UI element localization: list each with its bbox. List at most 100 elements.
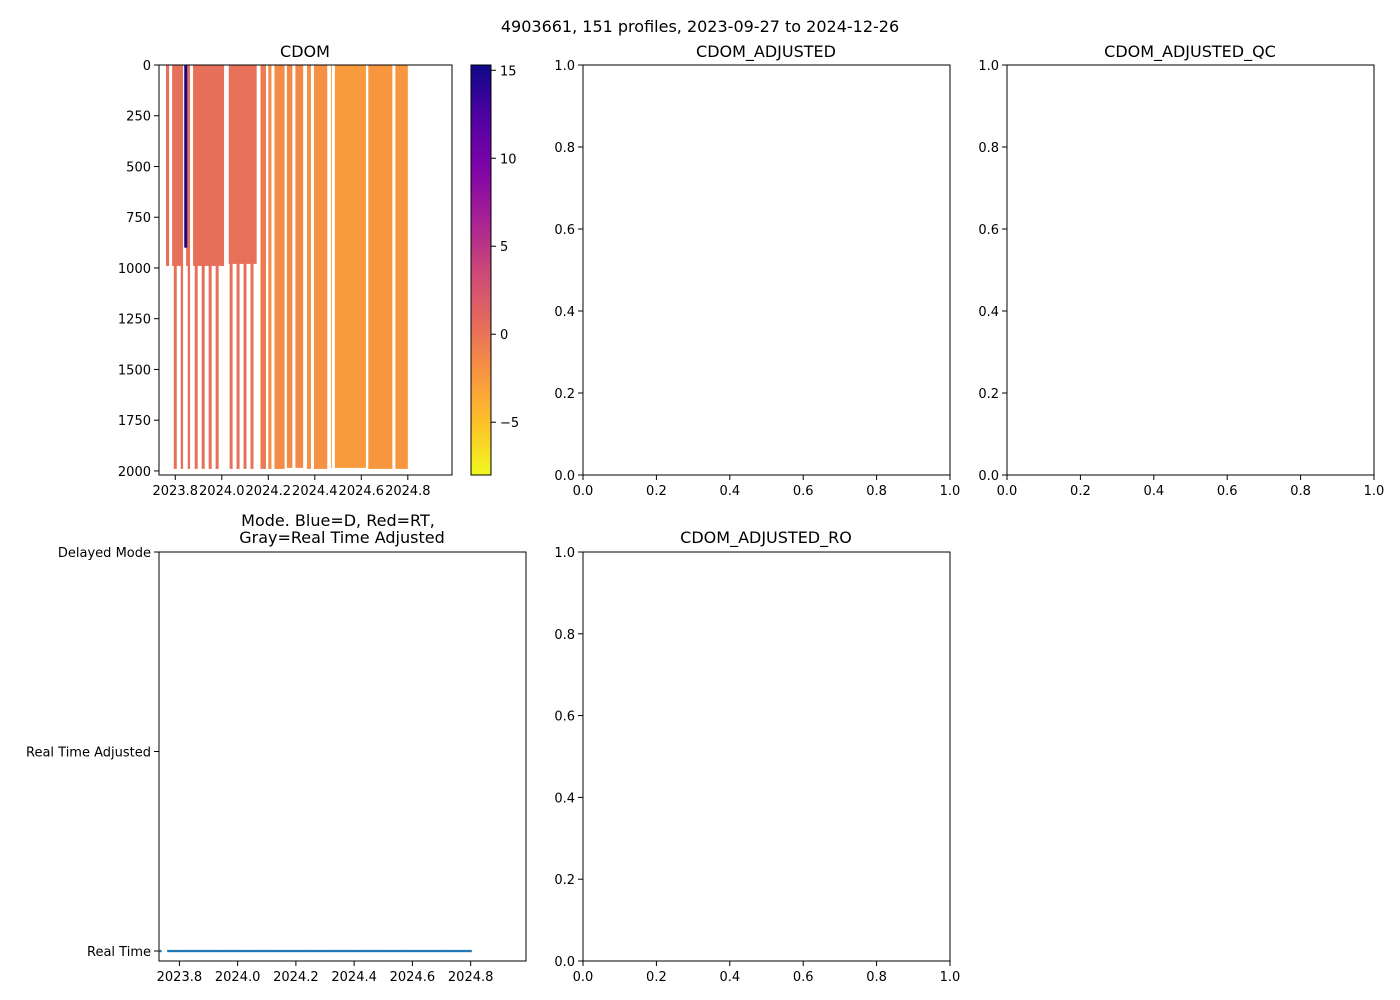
- mode-point: [217, 949, 221, 953]
- mode-point: [404, 949, 408, 953]
- cdom-adjusted-qc-axes-frame: [1006, 64, 1375, 476]
- cdom-profile-gap: [169, 65, 173, 475]
- mode-axes: 2023.8 2024.0 2024.2 2024.4 2024.6 2024.8 Real…: [26, 546, 493, 985]
- mode-point: [457, 949, 460, 953]
- mode-point: [211, 949, 215, 953]
- mode-point: [159, 949, 162, 953]
- mode-point: [223, 949, 227, 953]
- mode-point: [177, 949, 180, 953]
- cdom-adjusted-qc-ytick-label: 0.4: [978, 305, 999, 320]
- mode-point: [325, 949, 328, 953]
- cdom-xtick-label: 2023.8: [153, 484, 199, 499]
- mode-point: [331, 949, 334, 953]
- mode-point: [307, 949, 310, 953]
- mode-point: [290, 949, 294, 953]
- mode-point: [386, 949, 389, 953]
- cdom-adjusted-ro-ytick-label: 0.8: [554, 628, 575, 643]
- mode-ytick-label: Real Time: [87, 945, 151, 960]
- cdom-ytick-label: 250: [126, 110, 151, 125]
- cdom-adjusted-xtick-label: 0.6: [793, 484, 814, 499]
- mode-point: [229, 949, 233, 953]
- mode-point: [201, 949, 205, 953]
- cdom-profile-gap: [257, 65, 261, 475]
- mode-point: [376, 949, 379, 953]
- cdom-xtick-label: 2024.6: [339, 484, 385, 499]
- mode-point: [394, 949, 397, 953]
- figure-suptitle: 4903661, 151 profiles, 2023-09-27 to 202…: [501, 17, 899, 36]
- mode-point: [193, 949, 196, 953]
- mode-point: [353, 949, 357, 953]
- mode-point: [447, 949, 450, 953]
- mode-point: [309, 949, 312, 953]
- mode-point: [371, 949, 375, 953]
- cdom-deep-profile: [243, 65, 247, 469]
- mode-ytick-label: Real Time Adjusted: [26, 746, 151, 761]
- mode-point: [311, 949, 314, 953]
- mode-point: [288, 949, 292, 953]
- mode-point: [294, 949, 298, 953]
- mode-point: [173, 949, 176, 953]
- mode-point: [390, 949, 393, 953]
- cdom-colorbar-tick-label: 5: [500, 240, 508, 255]
- mode-point: [304, 949, 308, 953]
- mode-point: [378, 949, 381, 953]
- cdom-profile-gap: [183, 65, 187, 475]
- mode-point: [268, 949, 272, 953]
- mode-point: [442, 949, 446, 953]
- cdom-profile-gap: [224, 65, 228, 475]
- cdom-adjusted-xtick-label: 0.0: [573, 484, 594, 499]
- mode-point: [432, 949, 436, 953]
- cdom-adjusted-ro-xtick-label: 1.0: [940, 970, 961, 985]
- mode-point: [252, 949, 255, 953]
- mode-point: [341, 949, 345, 953]
- mode-point: [363, 949, 367, 953]
- mode-point: [469, 949, 472, 953]
- mode-point: [280, 949, 284, 953]
- mode-point: [321, 949, 324, 953]
- mode-point: [398, 949, 401, 953]
- mode-point: [463, 949, 466, 953]
- mode-point: [231, 949, 235, 953]
- cdom-adjusted-ro-xtick-label: 0.6: [793, 970, 814, 985]
- cdom-xtick-label: 2024.8: [385, 484, 431, 499]
- mode-point: [333, 949, 337, 953]
- cdom-y-axis: 0 250 500 750 1000 1250 1500 1750 2000: [118, 59, 159, 480]
- cdom-adjusted-qc-panel: CDOM_ADJUSTED_QC 0.0 0.2 0.4 0.6 0.8 1.00.00.…: [978, 42, 1384, 499]
- cdom-adjusted-qc-ytick-label: 0.8: [978, 141, 999, 156]
- cdom-adjusted-title: CDOM_ADJUSTED: [696, 42, 836, 62]
- mode-point: [406, 949, 410, 953]
- mode-point: [453, 949, 456, 953]
- mode-point: [167, 949, 170, 953]
- cdom-adjusted-ytick-label: 0.6: [554, 223, 575, 238]
- cdom-profile-gap: [310, 65, 314, 475]
- mode-point: [388, 949, 391, 953]
- cdom-adjusted-qc-title: CDOM_ADJUSTED_QC: [1104, 42, 1276, 62]
- mode-point: [183, 949, 186, 953]
- mode-point: [445, 949, 448, 953]
- cdom-adjusted-ro-panel: CDOM_ADJUSTED_RO 0.0 0.2 0.4 0.6 0.8 1.00.00.…: [554, 528, 960, 985]
- cdom-adjusted-axes: 0.0 0.2 0.4 0.6 0.8 1.0 0.0 0.2 0.4 0.6 0.8 1.0: [554, 59, 960, 499]
- mode-point: [169, 949, 172, 953]
- cdom-deep-profile: [236, 65, 240, 469]
- cdom-adjusted-qc-xtick-label: 1.0: [1364, 484, 1385, 499]
- mode-point: [292, 949, 296, 953]
- mode-point: [205, 949, 209, 953]
- cdom-ytick-label: 0: [143, 59, 151, 74]
- mode-point: [418, 949, 422, 953]
- cdom-adjusted-qc-xtick-label: 0.0: [997, 484, 1018, 499]
- cdom-adjusted-ro-xtick-label: 0.4: [719, 970, 740, 985]
- mode-point: [266, 949, 270, 953]
- cdom-adjusted-ytick-label: 0.2: [554, 387, 575, 402]
- mode-point: [449, 949, 452, 953]
- mode-point: [455, 949, 458, 953]
- mode-point: [282, 949, 286, 953]
- mode-point: [465, 949, 468, 953]
- mode-point: [195, 949, 199, 953]
- cdom-deep-profile: [194, 65, 198, 469]
- mode-point: [367, 949, 371, 953]
- cdom-adjusted-qc-xtick-label: 0.2: [1070, 484, 1091, 499]
- cdom-x-axis: 2023.8 2024.0 2024.2 2024.4 2024.6 2024.8: [153, 475, 431, 499]
- mode-xtick-label: 2024.2: [273, 970, 319, 985]
- cdom-adjusted-qc-ytick-label: 0.0: [978, 469, 999, 484]
- cdom-profile-gap: [331, 65, 335, 475]
